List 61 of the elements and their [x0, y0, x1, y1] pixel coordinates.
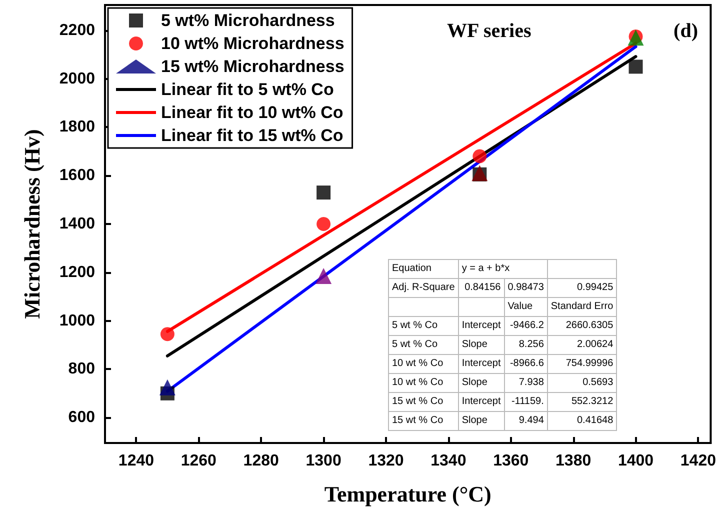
annotation: Slope: [458, 412, 504, 430]
annotation: 10 wt % Co: [388, 374, 458, 392]
legend-label: Linear fit to 15 wt% Co: [161, 126, 344, 145]
annotation: Intercept: [458, 392, 504, 412]
annotation: 2660.6305: [547, 316, 617, 336]
x-tick-label: 1380: [556, 452, 592, 470]
annotation: Value: [504, 298, 548, 316]
annotation: Equation: [388, 260, 458, 278]
annotation: -11159.: [504, 392, 548, 412]
y-tick-label: 1200: [59, 264, 96, 281]
y-tick-label: 1600: [59, 167, 96, 184]
annotation: y = a + b*x: [458, 260, 548, 278]
x-tick-label: 1280: [243, 452, 280, 470]
annotation: Intercept: [458, 354, 504, 374]
x-tick-label: 1260: [180, 452, 217, 470]
annotation: 9.494: [504, 412, 548, 430]
annotation: 8.256: [504, 336, 548, 354]
annotation: 7.938: [504, 374, 548, 392]
annotation: Intercept: [458, 316, 504, 336]
y-axis-title: Microhardness (Hv): [20, 129, 44, 319]
y-tick-label: 1800: [59, 118, 96, 136]
legend-label: 5 wt% Microhardness: [161, 11, 335, 30]
annotation: 754.99996: [547, 354, 617, 374]
y-tick-label: 600: [68, 409, 96, 426]
annotation: 0.84156: [458, 278, 504, 298]
legend-label: Linear fit to 10 wt% Co: [161, 103, 344, 122]
y-tick-label: 2200: [59, 22, 96, 39]
annotation: 0.41648: [547, 412, 617, 430]
annotation: Slope: [458, 336, 504, 354]
x-tick-label: 1400: [618, 452, 654, 470]
annotation: 5 wt % Co: [388, 316, 458, 336]
y-tick-label: 1000: [59, 312, 96, 330]
legend-label: 10 wt% Microhardness: [161, 34, 344, 53]
annotation: Adj. R-Square: [388, 278, 458, 298]
x-tick-label: 1300: [306, 452, 342, 470]
y-tick-label: 2000: [59, 70, 96, 88]
x-tick-label: 1320: [368, 452, 404, 470]
annotation: 0.99425: [547, 278, 617, 298]
annotation: 552.3212: [547, 392, 617, 412]
annotation: 15 wt % Co: [388, 412, 458, 430]
legend-label: Linear fit to 5 wt% Co: [161, 80, 334, 99]
x-tick-label: 1340: [430, 452, 466, 470]
legend-label: 15 wt% Microhardness: [161, 57, 344, 76]
annotation: 5 wt % Co: [388, 336, 458, 354]
annotation: 15 wt % Co: [388, 392, 458, 412]
x-tick-label: 1360: [493, 452, 529, 470]
annotation: 0.5693: [547, 374, 617, 392]
annotation: 0.98473: [504, 278, 548, 298]
y-tick-label: 800: [68, 360, 96, 378]
y-tick-label: 1400: [59, 216, 96, 232]
annotation: 10 wt % Co: [388, 354, 458, 374]
annotation: Slope: [458, 374, 504, 392]
x-axis-title: Temperature (°C): [324, 482, 492, 506]
annotation: Standard Erro: [547, 298, 617, 316]
x-tick-label: 1420: [680, 452, 716, 470]
x-tick-label: 1240: [118, 452, 154, 470]
annotation: -9466.2: [504, 316, 548, 336]
text: (d): [674, 20, 698, 42]
annotation: 2.00624: [547, 336, 617, 354]
text: WF series: [447, 20, 532, 42]
annotation: -8966.6: [504, 354, 548, 374]
